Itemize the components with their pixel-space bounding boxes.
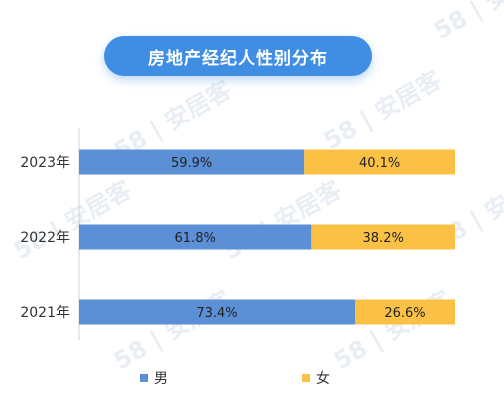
data-label: 73.4% xyxy=(196,306,237,321)
data-label: 61.8% xyxy=(175,231,216,246)
legend-swatch xyxy=(302,374,310,382)
bar-segment xyxy=(79,224,312,250)
bars-group: 2023年 59.9% 40.1% 2022年 61.8% 38.2% 2021年 73.4%… xyxy=(20,149,455,325)
legend-label: 女 xyxy=(316,370,330,387)
bar-segment xyxy=(311,224,455,250)
bar-segment xyxy=(79,149,305,175)
chart-title: 房地产经纪人性别分布 xyxy=(148,48,328,69)
bar-segment xyxy=(354,299,455,325)
category-label: 2023年 xyxy=(20,155,70,171)
legend-swatch xyxy=(140,374,148,382)
data-label: 40.1% xyxy=(359,156,400,171)
data-label: 38.2% xyxy=(363,231,404,246)
category-label: 2021年 xyxy=(20,305,70,321)
category-label: 2022年 xyxy=(20,230,70,246)
legend-label: 男 xyxy=(154,371,168,387)
data-label: 59.9% xyxy=(171,156,212,171)
bar-segment xyxy=(79,299,355,325)
chart-title-pill: 房地产经纪人性别分布 xyxy=(104,36,372,76)
legend: 男女 xyxy=(140,370,330,387)
data-label: 26.6% xyxy=(384,306,425,321)
bar-segment xyxy=(304,149,455,175)
